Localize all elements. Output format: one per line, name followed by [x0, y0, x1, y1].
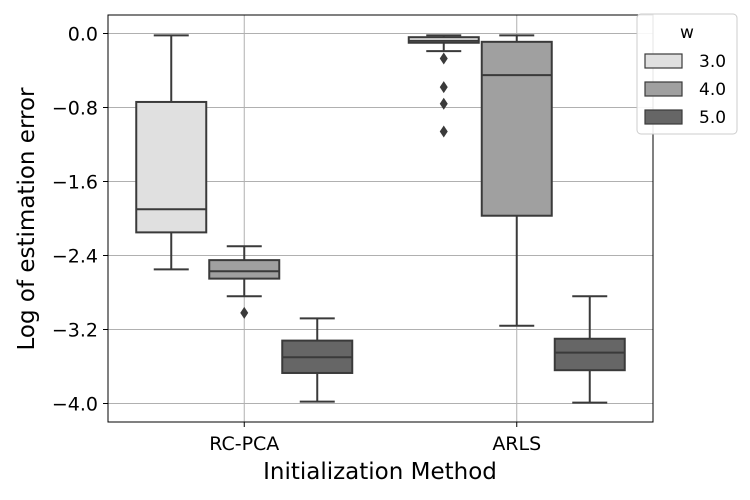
- legend-swatch: [644, 53, 683, 69]
- outlier-point: [439, 81, 448, 94]
- x-tick-label: RC-PCA: [209, 433, 279, 455]
- legend-title: w: [680, 23, 694, 43]
- x-axis-label: Initialization Method: [263, 459, 497, 485]
- outlier-point: [439, 125, 448, 138]
- y-tick-label: −4.0: [52, 394, 98, 416]
- legend-entry-label: 3.0: [699, 52, 726, 72]
- box-series: [135, 34, 626, 404]
- y-tick-label: −3.2: [52, 320, 98, 342]
- box-4.0-RC-PCA: [208, 245, 281, 319]
- y-tick-label: −1.6: [52, 172, 98, 194]
- legend-swatch: [644, 109, 683, 125]
- legend: w3.0 4.0 5.0: [636, 13, 738, 135]
- legend-entry-label: 5.0: [699, 108, 726, 128]
- box-3.0-ARLS: [407, 34, 480, 138]
- legend-swatch: [644, 81, 683, 97]
- outlier-point: [439, 97, 448, 110]
- box-5.0-ARLS: [553, 295, 626, 404]
- y-tick-label: 0.0: [68, 24, 98, 46]
- box-3.0-RC-PCA: [135, 34, 208, 271]
- y-tick-label: −0.8: [52, 98, 98, 120]
- legend-frame: [636, 13, 738, 135]
- y-axis-label: Log of estimation error: [14, 87, 40, 351]
- outlier-point: [439, 52, 448, 65]
- iqr-box: [480, 40, 553, 217]
- y-axis: 0.0 −0.8 −1.6 −2.4 −3.2 −4.0: [52, 24, 108, 416]
- iqr-box: [135, 100, 208, 234]
- outlier-point: [240, 306, 249, 319]
- x-axis: RC-PCA ARLS: [209, 422, 541, 455]
- y-tick-label: −2.4: [52, 246, 98, 268]
- box-5.0-RC-PCA: [281, 317, 354, 403]
- plot-frame: [107, 14, 654, 423]
- legend-entry-label: 4.0: [699, 80, 726, 100]
- x-tick-label: ARLS: [492, 433, 541, 455]
- iqr-box: [208, 259, 281, 280]
- iqr-box: [553, 337, 626, 372]
- box-4.0-ARLS: [480, 34, 553, 327]
